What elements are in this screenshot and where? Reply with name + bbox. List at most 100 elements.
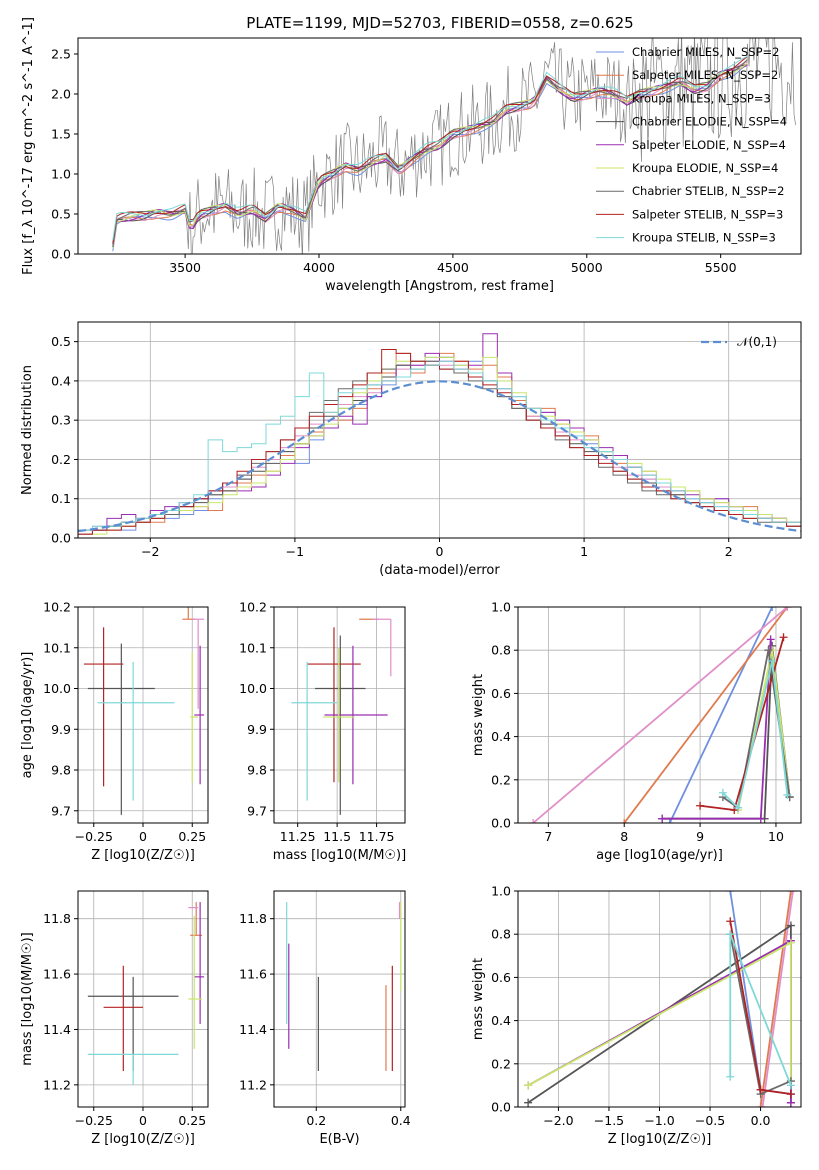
- legend-label: Kroupa ELODIE, N_SSP=4: [632, 161, 778, 175]
- plus-marker: [756, 814, 765, 823]
- y-tick-label: 10.0: [239, 681, 267, 696]
- x-tick-label: 4500: [437, 260, 469, 275]
- y-tick-label: 0.2: [491, 772, 511, 787]
- weight-vs-age-panel: 7 8 9 10 0.0 0.2 0.4 0.6 0.8 1.0 age [log10(age/yr…: [471, 600, 802, 863]
- mass-vs-extinction-panel: 0.2 0.4 11.2 11.4 11.6 11.8 E(B-V): [239, 890, 411, 1147]
- y-tick-label: 0.4: [491, 1013, 511, 1028]
- mass-weight-line: [722, 660, 789, 810]
- plot-area: [524, 891, 797, 1107]
- x-axis-label: Z [log10(Z/Z☉)]: [91, 1132, 195, 1147]
- model-spectrum-line: [112, 55, 748, 241]
- plus-marker: [726, 930, 735, 939]
- plot-area: [286, 902, 402, 1071]
- y-tick-label: 2.0: [51, 87, 71, 102]
- x-tick-label: 0.0: [751, 1113, 771, 1128]
- x-tick-label: 4000: [303, 260, 335, 275]
- mass-weight-line: [668, 607, 773, 823]
- plus-marker: [779, 633, 788, 642]
- x-tick-label: −2: [141, 544, 159, 559]
- x-axis-label: E(B-V): [319, 1132, 359, 1147]
- y-tick-label: 0.0: [491, 816, 511, 831]
- y-tick-label: 0.2: [51, 452, 71, 467]
- residuals-histogram-panel: −2 −1 0 1 2 0.0 0.1 0.2 0.3 0.4 0.5 (data-model)/er…: [20, 321, 802, 578]
- plus-marker: [726, 1072, 735, 1081]
- plus-marker: [786, 1090, 795, 1099]
- x-axis-label: (data-model)/error: [379, 563, 500, 578]
- plus-marker: [786, 1081, 795, 1090]
- y-axis-label: mass [log10(M/M☉)]: [20, 932, 35, 1065]
- plus-marker: [726, 917, 735, 926]
- plus-marker: [764, 646, 773, 655]
- plus-marker: [734, 803, 743, 812]
- figure-title: PLATE=1199, MJD=52703, FIBERID=0558, z=0…: [246, 14, 633, 32]
- age-vs-metallicity-panel: −0.25 0 0.25 9.7 9.8 9.9 10.0 10.1 10.2 Z [log10(…: [20, 600, 209, 863]
- y-tick-label: 11.8: [239, 911, 267, 926]
- x-tick-label: 11.25: [280, 829, 316, 844]
- x-axis-label: mass [log10(M/M☉)]: [273, 848, 406, 863]
- y-axis-label: mass weight: [471, 674, 486, 756]
- y-axis-label: age [log10(age/yr)]: [20, 652, 35, 779]
- y-tick-label: 0.8: [491, 927, 511, 942]
- x-tick-label: −0.5: [695, 1113, 725, 1128]
- y-tick-label: 11.6: [239, 967, 267, 982]
- mass-weight-line: [532, 607, 788, 823]
- legend-label: Chabrier STELIB, N_SSP=2: [632, 184, 784, 198]
- y-tick-label: 1.5: [51, 127, 71, 142]
- legend-label: Kroupa STELIB, N_SSP=3: [632, 231, 776, 245]
- plus-marker: [783, 790, 792, 799]
- legend-label: Chabrier ELODIE, N_SSP=4: [632, 115, 787, 129]
- age-vs-mass-panel: 11.25 11.5 11.75 9.7 9.8 9.9 10.0 10.1 10.2 mass …: [239, 600, 406, 864]
- y-tick-label: 0.3: [51, 413, 71, 428]
- axes-frame: [273, 890, 406, 1108]
- x-tick-label: 7: [544, 829, 552, 844]
- y-tick-label: 0.0: [491, 1100, 511, 1115]
- plus-marker: [726, 891, 735, 895]
- histogram-series: [78, 356, 801, 535]
- y-tick-label: 2.5: [51, 47, 71, 62]
- x-tick-label: 3500: [169, 260, 201, 275]
- plus-marker: [718, 788, 727, 797]
- x-axis-label: wavelength [Angstrom, rest frame]: [325, 279, 554, 294]
- y-tick-label: 11.6: [43, 967, 71, 982]
- x-axis-label: age [log10(age/yr)]: [596, 848, 723, 863]
- x-tick-label: 11.5: [323, 829, 351, 844]
- y-tick-label: 11.4: [239, 1022, 267, 1037]
- y-tick-label: 9.7: [247, 803, 267, 818]
- x-tick-label: 5500: [705, 260, 737, 275]
- y-axis-label: Flux [f_λ 10^-17 erg cm^-2 s^-1 A^-1]: [21, 17, 36, 275]
- x-tick-label: −0.25: [75, 1113, 113, 1128]
- legend-label: Chabrier MILES, N_SSP=2: [632, 45, 779, 59]
- gaussian-reference-curve: [78, 380, 801, 533]
- y-tick-label: 0.0: [51, 247, 71, 262]
- x-tick-label: 0.25: [178, 829, 206, 844]
- model-spectrum-line: [112, 56, 748, 244]
- mass-weight-line: [761, 891, 794, 1107]
- y-tick-label: 9.7: [51, 803, 71, 818]
- plus-marker: [786, 891, 795, 895]
- plus-marker: [758, 1103, 767, 1107]
- plus-marker: [524, 1098, 533, 1107]
- x-tick-label: 10: [768, 829, 784, 844]
- spectrum-panel: 3500 4000 4500 5000 5500 0.0 0.5 1.0 1.5 2.0 2.5 wa…: [21, 17, 802, 294]
- plus-marker: [620, 819, 629, 823]
- x-axis-label: Z [log10(Z/Z☉)]: [608, 1132, 712, 1147]
- y-tick-label: 0.1: [51, 491, 71, 506]
- model-spectrum-line: [112, 62, 748, 249]
- plus-marker: [696, 801, 705, 810]
- y-tick-label: 0.5: [51, 207, 71, 222]
- y-tick-label: 0.4: [491, 729, 511, 744]
- axes-frame: [273, 606, 406, 824]
- y-tick-label: 9.8: [51, 763, 71, 778]
- plus-marker: [786, 921, 795, 930]
- model-spectrum-line: [112, 61, 748, 245]
- y-tick-label: 0.8: [491, 643, 511, 658]
- x-tick-label: 0.25: [178, 1113, 206, 1128]
- x-tick-label: 0: [139, 1113, 147, 1128]
- plus-marker: [658, 814, 667, 823]
- x-tick-label: 9: [696, 829, 704, 844]
- plot-area: [78, 333, 801, 535]
- x-tick-label: 0: [139, 829, 147, 844]
- plus-marker: [788, 891, 797, 895]
- plus-marker: [768, 657, 777, 665]
